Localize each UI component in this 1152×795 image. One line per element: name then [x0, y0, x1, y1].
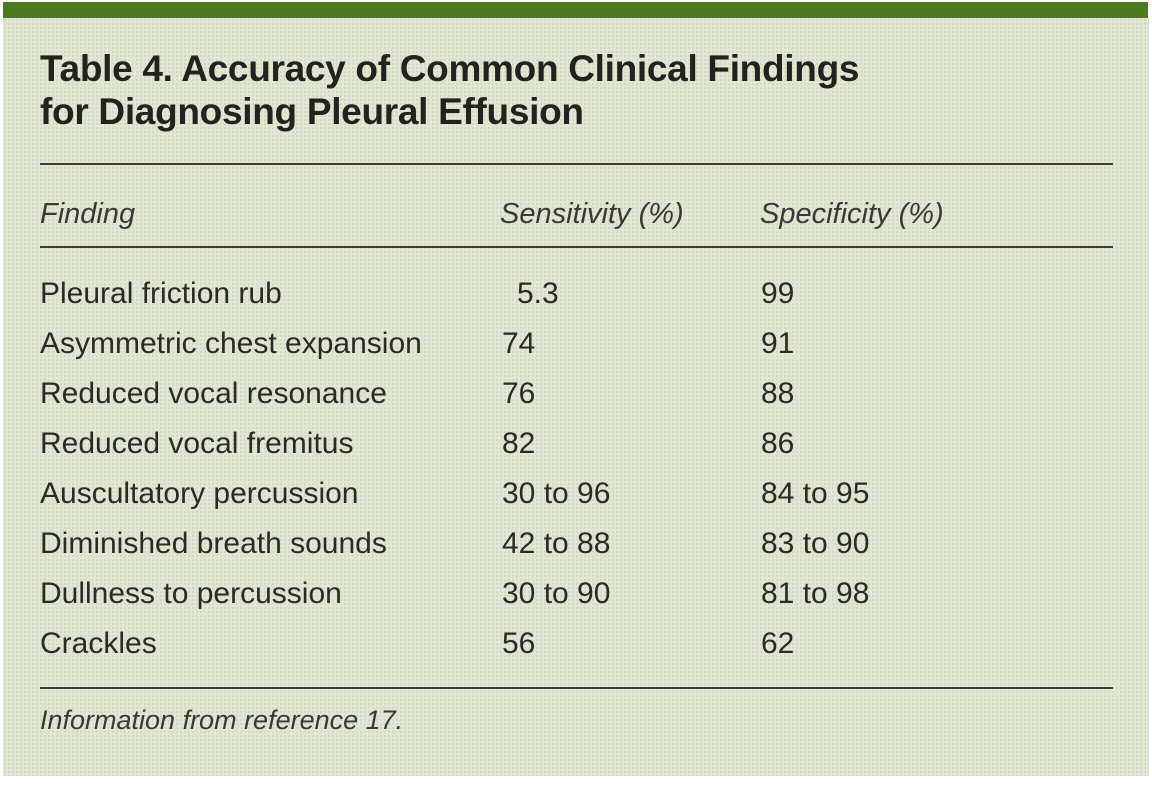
table-title: Table 4. Accuracy of Common Clinical Fin… [40, 47, 859, 133]
specificity-cell: 84 to 95 [761, 477, 870, 510]
table-rows: Pleural friction rub 5.3 99 Asymmetric ches… [0, 269, 1152, 669]
finding-cell: Auscultatory percussion [40, 477, 359, 510]
sensitivity-cell: 30 to 90 [502, 577, 611, 610]
sensitivity-cell: 82 [502, 427, 536, 460]
title-divider-rule [40, 163, 1113, 165]
sensitivity-cell: 30 to 96 [502, 477, 611, 510]
table-row: Auscultatory percussion 30 to 96 84 to 95 [0, 469, 1152, 519]
header-divider-rule [40, 246, 1113, 248]
specificity-cell: 88 [761, 377, 795, 410]
column-header-finding: Finding [40, 198, 136, 230]
finding-cell: Reduced vocal fremitus [40, 427, 354, 460]
column-header-specificity: Specificity (%) [760, 198, 944, 230]
table-row: Crackles 56 62 [0, 619, 1152, 669]
sensitivity-cell: 42 to 88 [502, 527, 611, 560]
finding-cell: Reduced vocal resonance [40, 377, 387, 410]
table-row: Reduced vocal resonance 76 88 [0, 369, 1152, 419]
specificity-cell: 86 [761, 427, 795, 460]
specificity-cell: 62 [761, 627, 795, 660]
table-row: Diminished breath sounds 42 to 88 83 to 90 [0, 519, 1152, 569]
table-panel [3, 18, 1149, 776]
footer-divider-rule [40, 687, 1113, 689]
sensitivity-cell: 74 [502, 327, 536, 360]
table-row: Reduced vocal fremitus 82 86 [0, 419, 1152, 469]
table-title-line2: for Diagnosing Pleural Effusion [40, 91, 584, 132]
specificity-cell: 83 to 90 [761, 527, 870, 560]
column-header-sensitivity: Sensitivity (%) [500, 198, 684, 230]
specificity-cell: 81 to 98 [761, 577, 870, 610]
table-row: Asymmetric chest expansion 74 91 [0, 319, 1152, 369]
sensitivity-cell: 76 [502, 377, 536, 410]
table-footnote: Information from reference 17. [40, 705, 404, 735]
table-title-line1: Table 4. Accuracy of Common Clinical Fin… [40, 48, 860, 89]
finding-cell: Crackles [40, 627, 157, 660]
finding-cell: Diminished breath sounds [40, 527, 387, 560]
finding-cell: Dullness to percussion [40, 577, 342, 610]
column-header-row: Finding Sensitivity (%) Specificity (%) [0, 196, 1152, 232]
table-row: Pleural friction rub 5.3 99 [0, 269, 1152, 319]
specificity-cell: 91 [761, 327, 795, 360]
sensitivity-cell: 5.3 [517, 277, 559, 310]
sensitivity-cell: 56 [502, 627, 536, 660]
specificity-cell: 99 [761, 277, 795, 310]
finding-cell: Asymmetric chest expansion [40, 327, 422, 360]
top-accent-bar [3, 2, 1148, 18]
table-row: Dullness to percussion 30 to 90 81 to 98 [0, 569, 1152, 619]
finding-cell: Pleural friction rub [40, 277, 282, 310]
